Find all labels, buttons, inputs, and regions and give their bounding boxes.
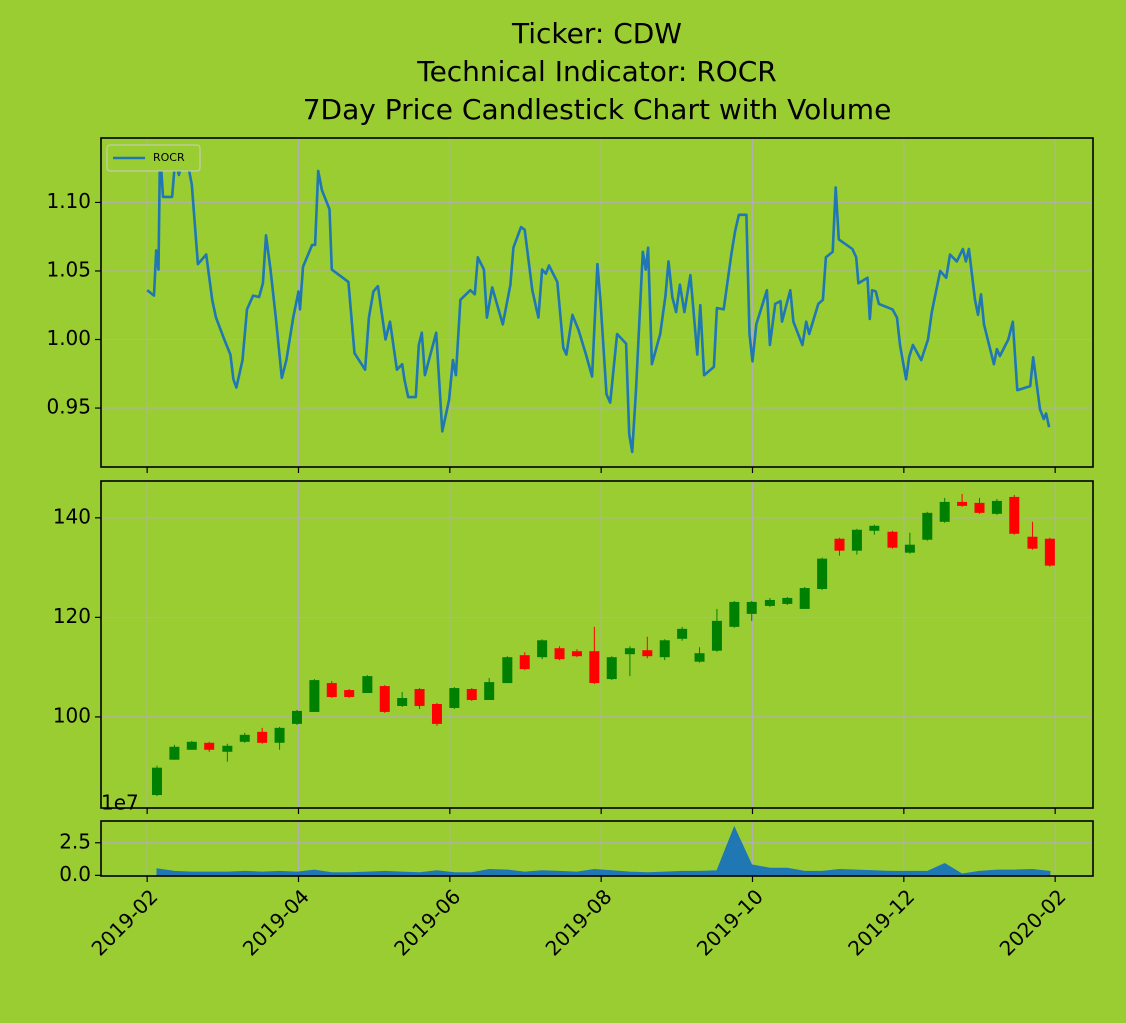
legend-box xyxy=(106,144,201,172)
plot-area xyxy=(151,493,1055,797)
axes-frame xyxy=(100,820,1094,877)
y-tick-label: 2.5 xyxy=(59,829,91,853)
chart-title: Ticker: CDW xyxy=(511,17,682,50)
candle-body xyxy=(694,653,705,662)
candle-body xyxy=(851,529,862,551)
area-series xyxy=(156,825,1051,876)
y-tick-label: 0.95 xyxy=(46,395,91,419)
candle-body xyxy=(554,648,565,660)
candle-body xyxy=(922,512,933,540)
candle-body xyxy=(257,731,268,743)
candle-body xyxy=(274,727,285,743)
candle-body xyxy=(939,501,950,522)
candle-body xyxy=(326,683,337,698)
candle-body xyxy=(502,657,513,684)
candle-body xyxy=(1009,496,1020,534)
candle-body xyxy=(991,500,1002,514)
candle-body xyxy=(186,741,197,750)
legend-label: ROCR xyxy=(153,151,185,164)
y-tick-label: 100 xyxy=(53,703,91,727)
chart-title: 7Day Price Candlestick Chart with Volume xyxy=(303,93,892,126)
candle-body xyxy=(204,742,215,750)
candle-body xyxy=(151,767,162,796)
candle-body xyxy=(729,601,740,627)
candle-body xyxy=(589,651,600,684)
candle-body xyxy=(1044,538,1055,566)
candle-body xyxy=(624,648,635,655)
candle-body xyxy=(642,650,653,657)
candle-body xyxy=(431,703,442,724)
candle-body xyxy=(466,689,477,700)
candle-body xyxy=(239,734,250,742)
y-tick-label: 1.05 xyxy=(46,257,91,281)
candle-body xyxy=(904,544,915,553)
candle-body xyxy=(869,525,880,531)
candle-body xyxy=(379,686,390,712)
candle-body xyxy=(344,690,355,698)
axis-offset-label: 1e7 xyxy=(101,791,139,815)
y-tick-label: 0.0 xyxy=(59,862,91,886)
plot-area xyxy=(146,147,1051,454)
chart-title: Technical Indicator: ROCR xyxy=(416,55,777,88)
candle-body xyxy=(362,676,373,694)
candle-body xyxy=(484,682,495,700)
candle-body xyxy=(746,601,757,614)
candle-body xyxy=(414,689,425,706)
y-tick-label: 1.10 xyxy=(46,189,91,213)
line-series xyxy=(146,147,1051,454)
axes-frame xyxy=(100,480,1094,809)
candle-body xyxy=(449,688,460,708)
candle-body xyxy=(677,628,688,639)
y-tick-label: 1.00 xyxy=(46,326,91,350)
candle-body xyxy=(974,502,985,513)
y-tick-label: 120 xyxy=(53,604,91,628)
plot-area xyxy=(156,825,1051,876)
candle-body xyxy=(799,588,810,609)
candle-body xyxy=(711,620,722,651)
axes-frame xyxy=(100,137,1094,468)
candle-body xyxy=(887,531,898,548)
candle-body xyxy=(1027,536,1038,549)
candle-body xyxy=(519,655,530,670)
candle-body xyxy=(169,746,180,760)
candle-body xyxy=(397,698,408,706)
candle-body xyxy=(606,657,617,680)
candle-body xyxy=(957,501,968,506)
candle-body xyxy=(537,640,548,658)
candle-body xyxy=(659,640,670,658)
candle-body xyxy=(834,538,845,551)
candle-body xyxy=(222,745,233,752)
candle-body xyxy=(309,680,320,712)
candle-body xyxy=(291,710,302,724)
candle-body xyxy=(817,558,828,590)
candle-body xyxy=(764,599,775,606)
candle-body xyxy=(782,597,793,604)
candle-body xyxy=(571,651,582,657)
y-tick-label: 140 xyxy=(53,504,91,528)
